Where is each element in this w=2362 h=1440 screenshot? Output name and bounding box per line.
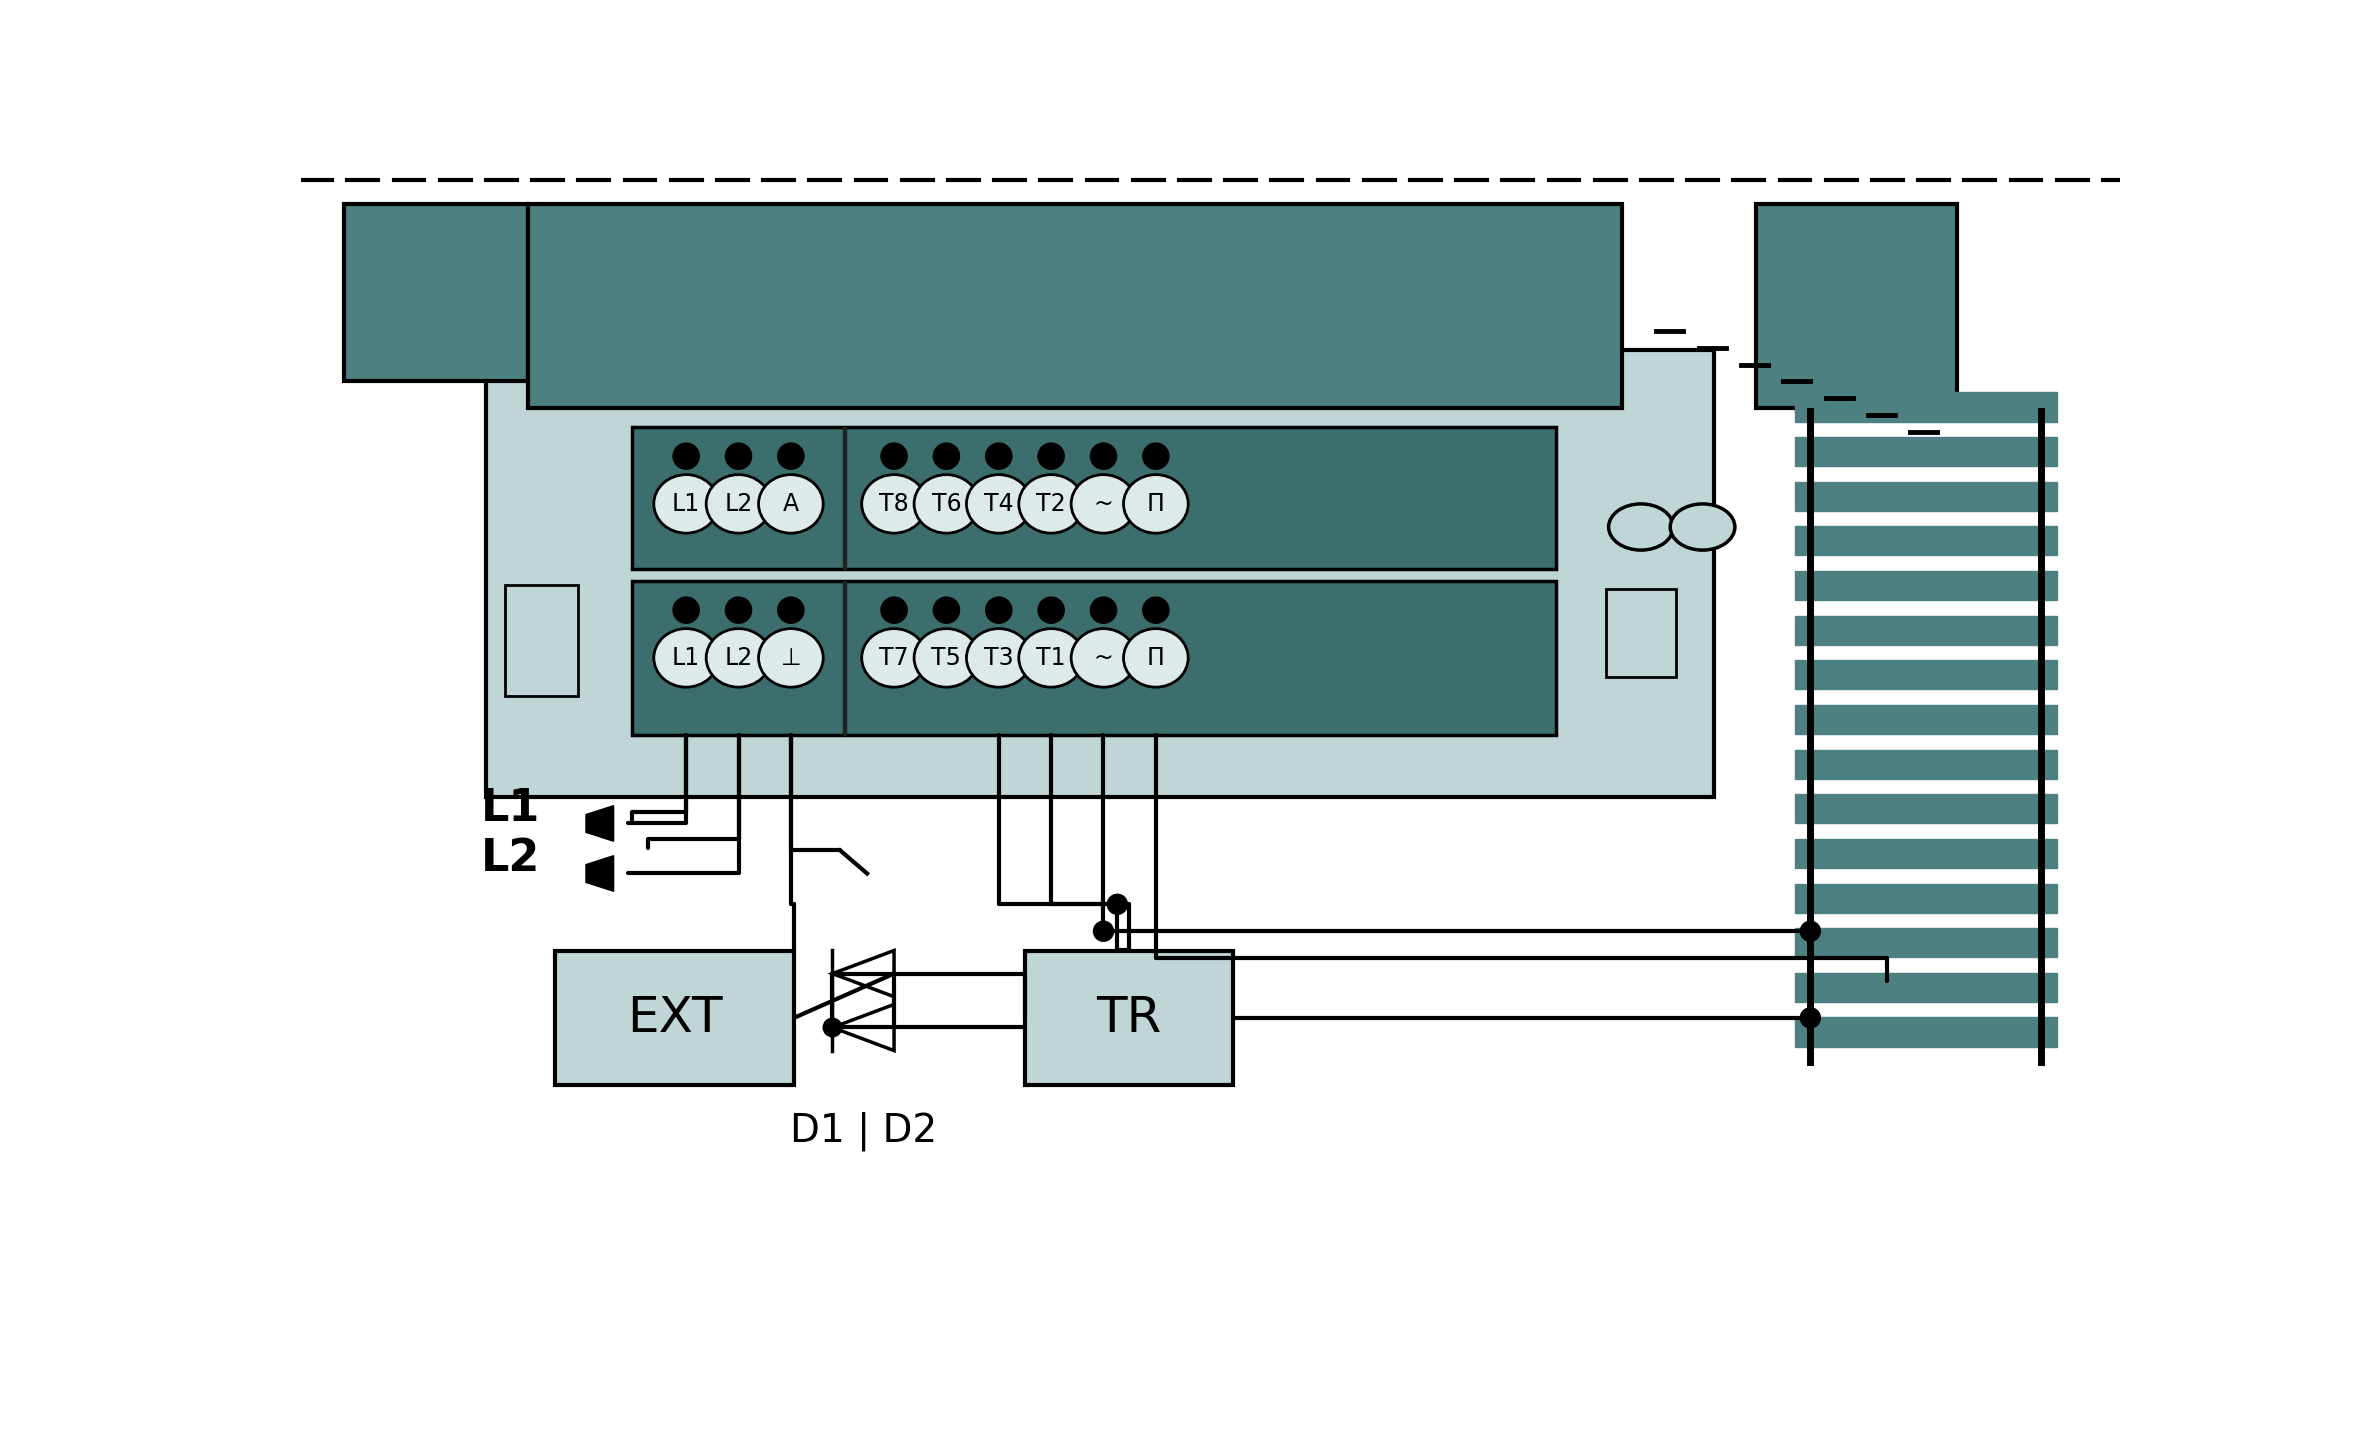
Bar xyxy=(1757,203,1956,408)
Bar xyxy=(586,815,600,832)
Text: L1: L1 xyxy=(673,492,699,516)
Text: T1: T1 xyxy=(1037,647,1065,670)
Bar xyxy=(342,203,529,380)
Bar xyxy=(1795,704,2057,734)
Circle shape xyxy=(725,598,751,624)
Circle shape xyxy=(1143,444,1169,469)
Bar xyxy=(1795,615,2057,645)
Text: ~: ~ xyxy=(1094,647,1113,670)
Polygon shape xyxy=(831,950,895,996)
Bar xyxy=(1795,392,2057,422)
Text: L2: L2 xyxy=(725,492,753,516)
Polygon shape xyxy=(586,855,614,891)
Bar xyxy=(843,580,846,734)
Text: ~: ~ xyxy=(1094,492,1113,516)
Text: ⊥: ⊥ xyxy=(779,647,801,670)
Circle shape xyxy=(1037,598,1065,624)
Ellipse shape xyxy=(758,475,824,533)
Bar xyxy=(1795,481,2057,511)
Bar xyxy=(1795,973,2057,1002)
Bar xyxy=(586,864,600,883)
Bar xyxy=(1795,1018,2057,1047)
Circle shape xyxy=(933,598,959,624)
Text: TR: TR xyxy=(1096,994,1162,1043)
Bar xyxy=(1606,589,1675,677)
Ellipse shape xyxy=(914,629,978,687)
Text: Π: Π xyxy=(1148,647,1164,670)
Circle shape xyxy=(985,598,1011,624)
Circle shape xyxy=(777,444,803,469)
Circle shape xyxy=(1800,1008,1821,1028)
Bar xyxy=(487,350,1715,796)
Text: T8: T8 xyxy=(879,492,909,516)
Ellipse shape xyxy=(966,629,1032,687)
Ellipse shape xyxy=(706,475,770,533)
Circle shape xyxy=(1108,894,1127,914)
Text: L2: L2 xyxy=(479,837,541,880)
Bar xyxy=(633,426,1557,569)
Ellipse shape xyxy=(1018,475,1084,533)
Text: T4: T4 xyxy=(985,492,1013,516)
Ellipse shape xyxy=(654,629,718,687)
Circle shape xyxy=(673,444,699,469)
Ellipse shape xyxy=(1018,629,1084,687)
Text: L2: L2 xyxy=(725,647,753,670)
Bar xyxy=(505,585,579,697)
Circle shape xyxy=(933,444,959,469)
Circle shape xyxy=(673,598,699,624)
Bar xyxy=(529,203,1623,408)
Ellipse shape xyxy=(654,475,718,533)
Bar xyxy=(1795,570,2057,600)
Text: A: A xyxy=(782,492,798,516)
Circle shape xyxy=(1091,598,1117,624)
Circle shape xyxy=(881,598,907,624)
Circle shape xyxy=(881,444,907,469)
Ellipse shape xyxy=(1670,504,1736,550)
Bar xyxy=(555,950,794,1086)
Polygon shape xyxy=(831,1005,895,1051)
Ellipse shape xyxy=(862,629,926,687)
Circle shape xyxy=(777,598,803,624)
Ellipse shape xyxy=(862,475,926,533)
Ellipse shape xyxy=(1124,629,1188,687)
Bar xyxy=(1795,840,2057,868)
Circle shape xyxy=(1094,922,1113,942)
Bar xyxy=(1795,750,2057,779)
Text: T5: T5 xyxy=(931,647,961,670)
Text: L1: L1 xyxy=(673,647,699,670)
Text: T6: T6 xyxy=(931,492,961,516)
Polygon shape xyxy=(586,805,614,841)
Ellipse shape xyxy=(914,475,978,533)
Circle shape xyxy=(1800,922,1821,942)
Ellipse shape xyxy=(1070,475,1136,533)
Ellipse shape xyxy=(966,475,1032,533)
Bar xyxy=(1795,884,2057,913)
Bar xyxy=(1795,436,2057,467)
Bar xyxy=(1795,660,2057,690)
Circle shape xyxy=(725,444,751,469)
Circle shape xyxy=(824,1018,841,1037)
Circle shape xyxy=(985,444,1011,469)
Text: T3: T3 xyxy=(985,647,1013,670)
Circle shape xyxy=(1037,444,1065,469)
Bar xyxy=(633,580,1557,734)
Text: L1: L1 xyxy=(479,786,541,829)
Bar xyxy=(1025,950,1233,1086)
Bar xyxy=(1795,929,2057,958)
Circle shape xyxy=(1143,598,1169,624)
Text: T2: T2 xyxy=(1037,492,1065,516)
Circle shape xyxy=(1091,444,1117,469)
Ellipse shape xyxy=(1609,504,1672,550)
Text: EXT: EXT xyxy=(626,994,723,1043)
Text: Π: Π xyxy=(1148,492,1164,516)
Text: D1 | D2: D1 | D2 xyxy=(789,1112,938,1151)
Text: T7: T7 xyxy=(879,647,909,670)
Bar xyxy=(843,426,846,569)
Bar xyxy=(1795,526,2057,556)
Ellipse shape xyxy=(706,629,770,687)
Bar xyxy=(1795,795,2057,824)
Ellipse shape xyxy=(1124,475,1188,533)
Ellipse shape xyxy=(1070,629,1136,687)
Ellipse shape xyxy=(758,629,824,687)
